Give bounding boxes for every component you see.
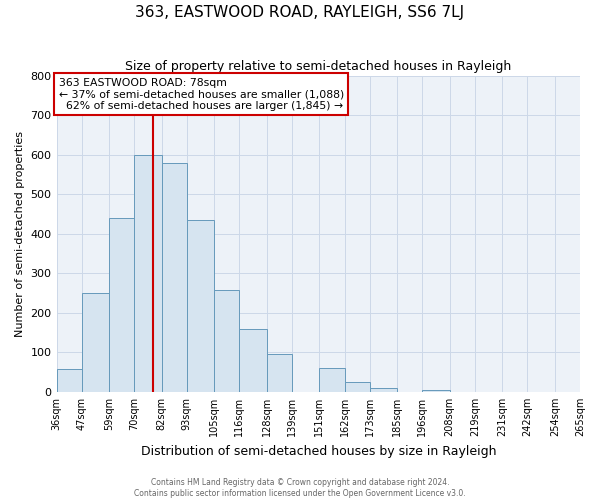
Bar bbox=[56, 370, 82, 392]
Text: 363, EASTWOOD ROAD, RAYLEIGH, SS6 7LJ: 363, EASTWOOD ROAD, RAYLEIGH, SS6 7LJ bbox=[136, 5, 464, 20]
Bar bbox=[370, 388, 397, 392]
Bar bbox=[109, 218, 134, 392]
Bar bbox=[267, 354, 292, 392]
Bar bbox=[214, 290, 239, 392]
Bar bbox=[82, 293, 109, 392]
Text: 363 EASTWOOD ROAD: 78sqm
← 37% of semi-detached houses are smaller (1,088)
  62%: 363 EASTWOOD ROAD: 78sqm ← 37% of semi-d… bbox=[59, 78, 344, 110]
Bar bbox=[161, 162, 187, 392]
X-axis label: Distribution of semi-detached houses by size in Rayleigh: Distribution of semi-detached houses by … bbox=[140, 444, 496, 458]
Bar bbox=[239, 328, 267, 392]
Bar bbox=[422, 390, 450, 392]
Bar bbox=[344, 382, 370, 392]
Bar bbox=[319, 368, 344, 392]
Bar bbox=[187, 220, 214, 392]
Text: Contains HM Land Registry data © Crown copyright and database right 2024.
Contai: Contains HM Land Registry data © Crown c… bbox=[134, 478, 466, 498]
Y-axis label: Number of semi-detached properties: Number of semi-detached properties bbox=[15, 130, 25, 336]
Bar bbox=[134, 154, 161, 392]
Title: Size of property relative to semi-detached houses in Rayleigh: Size of property relative to semi-detach… bbox=[125, 60, 511, 73]
